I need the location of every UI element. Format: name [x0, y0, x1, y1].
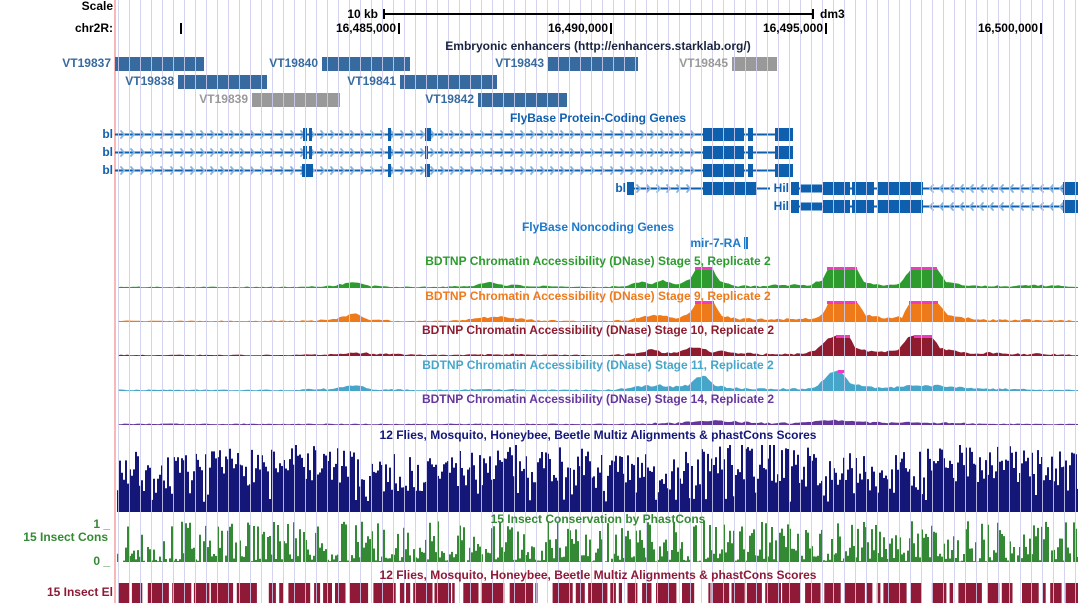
elements-track-title: 12 Flies, Mosquito, Honeybee, Beetle Mul…	[379, 568, 817, 582]
scale-bar-line	[383, 13, 812, 15]
elements-left-label: 15 Insect El	[46, 585, 113, 599]
enhancer-VT19845[interactable]	[732, 57, 777, 71]
multiz-track-title: 12 Flies, Mosquito, Honeybee, Beetle Mul…	[379, 428, 817, 442]
exon	[303, 128, 307, 141]
assembly-label: dm3	[820, 7, 845, 21]
gene-label-bl-2: bl	[102, 163, 113, 177]
exon	[703, 128, 744, 141]
exon	[309, 146, 312, 159]
conservation-histogram[interactable]	[0, 521, 1078, 562]
exon	[852, 182, 874, 195]
gene-label-bl-0: bl	[102, 127, 113, 141]
protein-genes-track-title: FlyBase Protein-Coding Genes	[509, 111, 687, 125]
exon	[800, 202, 822, 211]
gene-model-bl-2[interactable]	[0, 164, 1078, 177]
dnase-track-title-0: BDTNP Chromatin Accessibility (DNase) St…	[425, 254, 771, 268]
enhancers-track-title: Embryonic enhancers (http://enhancers.st…	[445, 39, 751, 53]
chrom-label: chr2R:	[74, 21, 113, 35]
conservation-axis-max: 1 _	[93, 517, 110, 531]
exon	[302, 164, 313, 177]
enhancer-label-VT19837: VT19837	[62, 56, 111, 70]
exon	[823, 182, 850, 195]
exon	[748, 128, 753, 141]
exon	[1063, 182, 1078, 195]
exon	[425, 164, 430, 177]
exon	[388, 146, 391, 159]
gene-model-bl-0[interactable]	[0, 128, 1078, 141]
dnase-wiggle-0[interactable]	[0, 267, 1078, 288]
multiz-histogram[interactable]	[0, 445, 1078, 512]
exon	[748, 146, 753, 159]
dnase-wiggle-1[interactable]	[0, 301, 1078, 322]
exon	[877, 182, 923, 195]
dnase-wiggle-3[interactable]	[0, 370, 1078, 391]
exon	[877, 200, 923, 213]
noncoding-item-mir-7-RA[interactable]	[744, 237, 748, 249]
ruler-position-tick	[1040, 23, 1042, 34]
exon	[775, 146, 793, 159]
ruler-position-label: 16,500,000	[977, 21, 1038, 35]
gene-label-Hil-4: Hil	[773, 181, 789, 195]
dnase-wiggle-4[interactable]	[0, 404, 1078, 425]
exon	[303, 146, 307, 159]
exon	[388, 164, 391, 177]
gene-label-bl-1: bl	[102, 145, 113, 159]
exon	[800, 184, 822, 193]
exon	[703, 146, 744, 159]
exon	[852, 200, 874, 213]
exon	[791, 200, 799, 213]
exon	[775, 164, 793, 177]
dnase-wiggle-2[interactable]	[0, 335, 1078, 356]
scale-bar-tick-right	[812, 9, 814, 19]
conserved-elements[interactable]	[0, 583, 1078, 603]
gene-label-Hil-5: Hil	[773, 199, 789, 213]
noncoding-genes-track-title: FlyBase Noncoding Genes	[521, 220, 675, 234]
enhancer-label-VT19845: VT19845	[679, 56, 728, 70]
enhancer-label-VT19842: VT19842	[425, 92, 474, 106]
gene-model-bl-1[interactable]	[0, 146, 1078, 159]
exon	[748, 164, 753, 177]
exon	[823, 200, 850, 213]
exon	[703, 164, 744, 177]
exon	[388, 128, 391, 141]
exon	[775, 128, 793, 141]
dnase-track-title-1: BDTNP Chromatin Accessibility (DNase) St…	[425, 289, 771, 303]
exon	[309, 128, 312, 141]
enhancer-label-VT19841: VT19841	[347, 74, 396, 88]
enhancer-VT19842[interactable]	[478, 93, 567, 107]
conservation-axis-min: 0 _	[93, 554, 110, 568]
exon	[791, 182, 799, 195]
exon	[1063, 200, 1078, 213]
dnase-track-title-4: BDTNP Chromatin Accessibility (DNase) St…	[421, 392, 775, 406]
noncoding-label-mir-7-RA: mir-7-RA	[690, 236, 741, 250]
selection-guide-line	[114, 0, 116, 603]
dnase-track-title-2: BDTNP Chromatin Accessibility (DNase) St…	[421, 323, 775, 337]
scale-label: Scale	[81, 0, 113, 13]
conservation-track-title: 15 Insect Conservation by PhastCons	[490, 512, 706, 526]
exon	[425, 146, 428, 159]
dnase-track-title-3: BDTNP Chromatin Accessibility (DNase) St…	[422, 358, 774, 372]
exon	[425, 128, 431, 141]
conservation-left-label: 15 Insect Cons	[23, 530, 108, 544]
enhancer-VT19841[interactable]	[400, 75, 497, 89]
scale-bar-tick-left	[383, 9, 385, 19]
scale-value-label: 10 kb	[347, 7, 378, 21]
